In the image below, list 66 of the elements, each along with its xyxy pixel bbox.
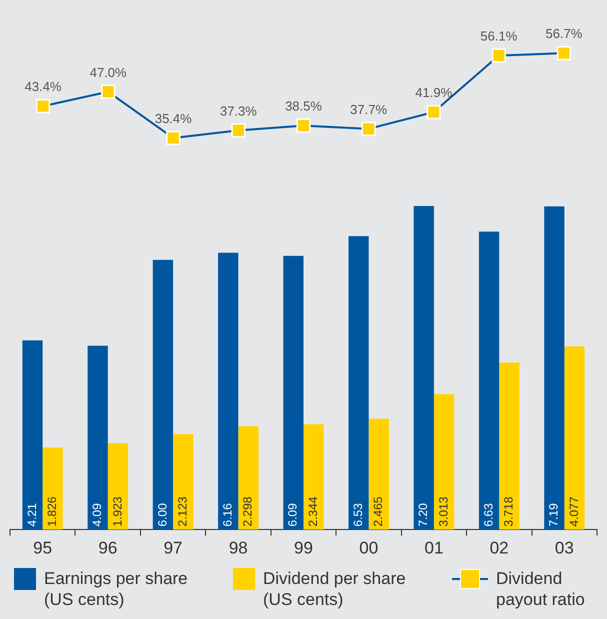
bar xyxy=(564,346,585,530)
bar xyxy=(368,418,389,530)
data-label: 7.19 xyxy=(546,502,561,527)
x-tick-label: 01 xyxy=(424,538,444,558)
data-label: 6.16 xyxy=(220,502,234,527)
data-label: 37.3% xyxy=(220,104,258,118)
bar xyxy=(414,206,434,530)
bar xyxy=(283,256,304,530)
point xyxy=(166,130,180,146)
bar xyxy=(348,236,369,530)
point xyxy=(426,104,441,120)
bar xyxy=(238,426,258,530)
bar xyxy=(22,340,43,530)
x-tick-label: 95 xyxy=(33,538,52,558)
point xyxy=(492,48,506,63)
data-label: 35.4% xyxy=(154,111,192,126)
data-label: 38.5% xyxy=(285,98,322,114)
legend-label: Dividend per share (US cents) xyxy=(263,568,407,610)
bar xyxy=(108,443,128,530)
x-tick-label: 96 xyxy=(98,538,118,558)
point xyxy=(361,122,376,136)
x-tick-label: 00 xyxy=(359,538,378,558)
bar xyxy=(88,346,108,530)
data-label: 2.344 xyxy=(306,496,320,527)
point xyxy=(101,84,116,99)
legend-label: Earnings per share (US cents) xyxy=(44,568,189,610)
data-label: 2.298 xyxy=(240,496,255,527)
bar xyxy=(499,362,520,530)
data-label: 7.20 xyxy=(416,502,430,527)
x-tick-label: 02 xyxy=(490,538,509,558)
legend-label: Dividend payout ratio xyxy=(496,568,586,610)
bar xyxy=(304,424,324,530)
point xyxy=(231,123,246,138)
data-label: 6.09 xyxy=(286,502,300,527)
data-label: 41.9% xyxy=(415,85,453,100)
data-label: 37.7% xyxy=(350,102,388,117)
data-label: 6.63 xyxy=(481,502,496,527)
data-label: 47.0% xyxy=(90,64,128,80)
data-label: 4.21 xyxy=(24,502,39,527)
data-label: 1.923 xyxy=(110,496,124,527)
data-label: 4.077 xyxy=(566,496,581,527)
data-label: 56.7% xyxy=(546,26,583,42)
data-label: 6.53 xyxy=(350,502,365,527)
data-label: 2.123 xyxy=(175,496,190,527)
point xyxy=(556,46,572,60)
data-label: 1.826 xyxy=(45,496,60,527)
data-label: 6.00 xyxy=(155,502,170,527)
bar xyxy=(218,252,238,530)
bar xyxy=(478,232,500,530)
data-label: 43.4% xyxy=(24,79,62,94)
x-tick-label: 98 xyxy=(228,538,248,558)
bar xyxy=(152,260,174,530)
x-tick-label: 97 xyxy=(164,538,183,558)
x-tick-label: 03 xyxy=(554,538,574,558)
bar xyxy=(434,394,454,530)
point xyxy=(36,99,50,114)
point xyxy=(296,118,311,133)
bar xyxy=(42,448,63,530)
data-label: 56.1% xyxy=(480,28,518,44)
data-label: 4.09 xyxy=(90,502,104,527)
bar xyxy=(544,206,564,530)
x-tick-label: 99 xyxy=(294,538,313,558)
data-label: 2.465 xyxy=(371,496,386,527)
data-label: 3.718 xyxy=(502,496,516,527)
bar xyxy=(173,434,194,530)
data-label: 3.013 xyxy=(436,496,450,527)
